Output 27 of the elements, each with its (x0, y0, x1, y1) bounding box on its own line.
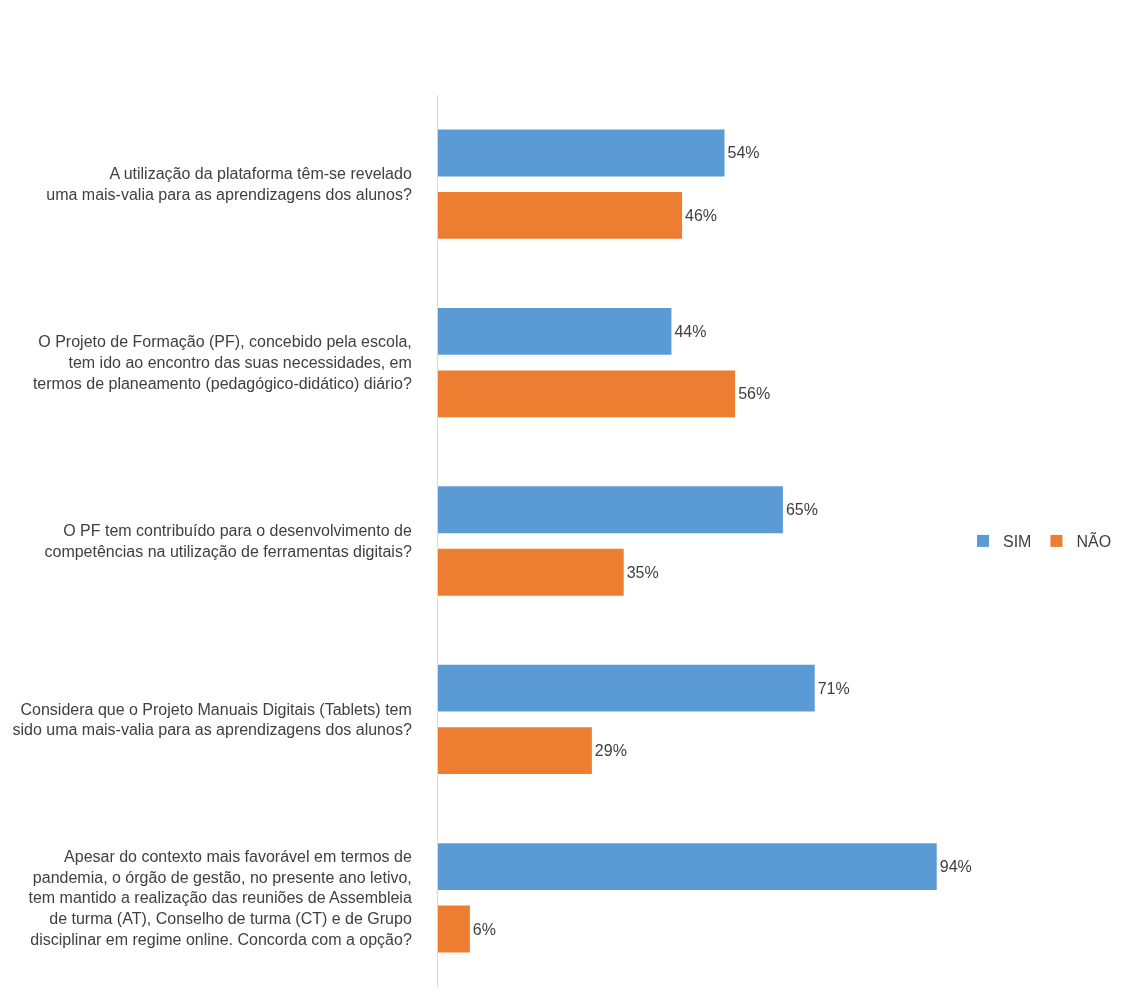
bar (438, 664, 815, 712)
data-label: 71% (817, 679, 850, 697)
bar (438, 370, 736, 418)
data-label: 56% (738, 385, 771, 403)
data-label: 6% (472, 920, 496, 938)
y-tick-label: Apesar do contexto mais favorável em termos de pandemia, o órgão de gestão, no presente ano letivo, tem mantido a realização das reuniões de Assembleia de turma (AT), Conselho de turma (CT) e de Grupo disciplinar em regime online. Concorda com a opção? (28, 847, 412, 948)
bar (438, 843, 937, 890)
legend-label: SIM (1003, 533, 1032, 551)
data-label: 35% (626, 563, 659, 581)
bar (438, 548, 624, 596)
data-label: 29% (594, 742, 627, 760)
y-tick-label: O PF tem contribuído para o desenvolvimento de competências na utilização de ferramentas digitais? (44, 522, 412, 560)
legend-label: NÃO (1076, 531, 1112, 551)
data-label: 44% (674, 322, 707, 340)
data-label: 46% (685, 206, 718, 224)
bar (438, 905, 470, 953)
data-label: 65% (785, 501, 818, 519)
bar (438, 129, 725, 177)
bar (438, 307, 672, 355)
bar (438, 192, 683, 239)
data-label: 54% (727, 144, 760, 162)
y-tick-label: Considera que o Projeto Manuais Digitais (Tablets) tem sido uma mais-valia para as aprendizagens dos alunos? (12, 700, 412, 739)
bar (438, 727, 592, 775)
y-tick-label: O Projeto de Formação (PF), concebido pela escola, tem ido ao encontro das suas necessidades, em termos de planeamento (pedagógico-didático) diário? (32, 333, 412, 392)
y-tick-label: A utilização da plataforma têm-se revelado uma mais-valia para as aprendizagens dos alunos? (46, 165, 412, 204)
data-label: 94% (939, 858, 972, 876)
bar (438, 486, 783, 534)
